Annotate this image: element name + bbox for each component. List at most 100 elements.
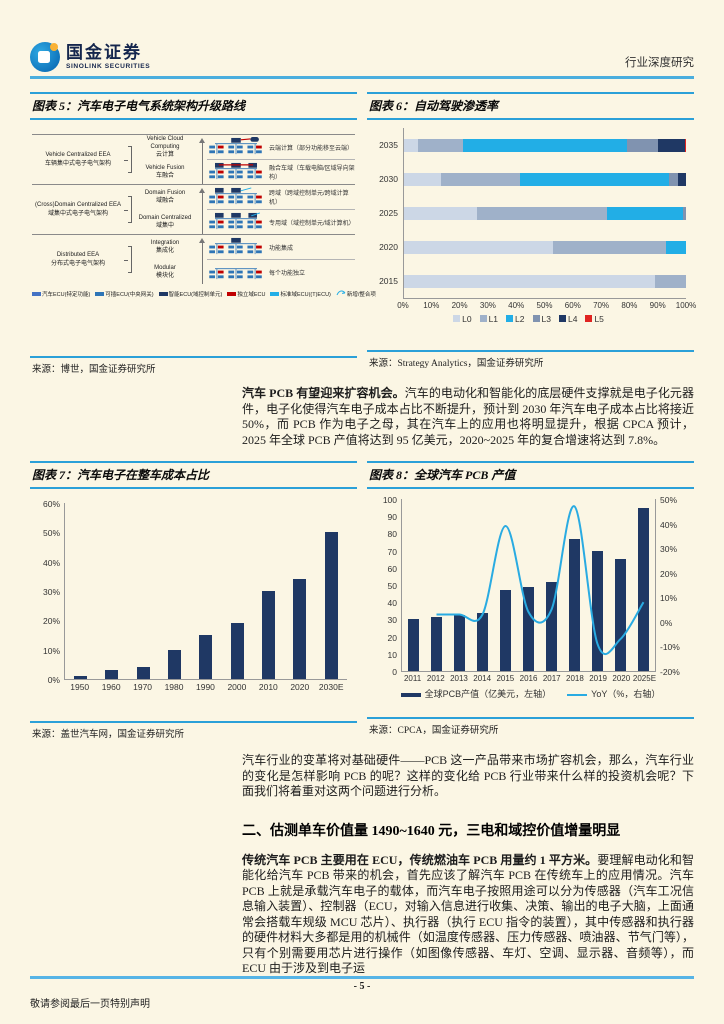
upgrade-arrow-axis [196, 135, 207, 184]
bar-column [563, 539, 586, 671]
x-axis-tick-label: 2012 [426, 674, 445, 683]
eea-stage-desc: 跨域（跨域控制单元/跨域计算机） [269, 191, 349, 206]
bar-column [159, 649, 190, 679]
bar-column [316, 532, 347, 679]
bar-row [404, 264, 686, 298]
left-axis-tick-label: 80 [387, 529, 397, 540]
figure-6-source: 来源：Strategy Analytics，国金证券研究所 [367, 350, 694, 372]
x-axis-tick-label: 90% [649, 301, 666, 310]
eea-diagram-column: 跨域（跨域控制单元/跨域计算机） 专用域（域控制单元/域计算机） [207, 185, 355, 234]
x-axis-tick-label: 50% [536, 301, 553, 310]
right-axis-tick-label: -20% [660, 667, 680, 677]
bar-column [96, 670, 127, 679]
eea-mini-network-diagram [207, 162, 265, 183]
bar [523, 586, 534, 671]
x-axis-tick-label: 10% [423, 301, 440, 310]
eea-group: (Cross)Domain Centralized EEA 域集中式电子电气架构 D… [32, 184, 355, 234]
eea-stage-label: Modular 模块化 [134, 260, 196, 285]
eea-stage-label-cn: 模块化 [155, 272, 174, 279]
x-axis-tick-label: 80% [621, 301, 638, 310]
right-axis-tick-label: 0% [660, 617, 673, 628]
sinolink-logo-icon [30, 42, 60, 72]
bar-segment-L2 [463, 138, 627, 152]
y-axis-tick-label: 20% [42, 616, 60, 627]
eea-stage-label-cn: 域集中 [155, 222, 174, 229]
x-axis-tick-label: 20% [451, 301, 468, 310]
legend-swatch [479, 315, 487, 322]
legend-swatch [532, 315, 540, 322]
disclaimer-text: 敬请参阅最后一页特别声明 [30, 999, 150, 1010]
bar-segment-L4 [677, 172, 686, 186]
stacked-bar [404, 274, 686, 288]
figure-5-diagram: Vehicle Centralized EEA 车辆集中式电子电气架构 Vehicl… [30, 134, 376, 356]
y-axis-tick-label: 60% [42, 499, 60, 509]
figure-8-chart: 0 10 20 30 40 50 60 70 80 90 100 -20% -10% 0% 10% 20% 30… [367, 495, 694, 717]
paragraph-lead: 汽车 PCB 有望迎来扩容机会。 [242, 386, 405, 400]
x-axis-tick-label: 2020 [612, 674, 631, 683]
figure-6-legend: L0 L1 L2 L3 L4 L5 [371, 314, 686, 324]
eea-group: Vehicle Centralized EEA 车辆集中式电子电气架构 Vehicl… [32, 134, 355, 184]
x-axis-tick-label: 60% [564, 301, 581, 310]
bar-segment-L1 [418, 138, 464, 152]
eea-stage-label-en: Modular [154, 264, 176, 271]
left-axis-tick-label: 100 [382, 495, 397, 505]
bar-segment-L5 [684, 138, 686, 152]
eea-mini-network-diagram [207, 237, 265, 258]
figure-6-title: 图表 6：自动驾驶渗透率 [367, 92, 694, 120]
x-axis-tick-label: 2018 [566, 674, 584, 683]
bar [168, 649, 182, 679]
upgrade-arrow-axis [196, 185, 207, 234]
left-axis-tick-label: 60 [387, 563, 397, 574]
footer-divider [30, 976, 694, 979]
bar-layer [402, 499, 655, 671]
figure-5-source: 来源：博世，国金证券研究所 [30, 356, 357, 378]
bar-column [448, 615, 471, 671]
figure-7-source: 来源：盖世汽车网，国金证券研究所 [30, 721, 357, 743]
left-axis-tick-label: 90 [387, 512, 397, 523]
eea-stage-desc: 专用域（域控制单元/域计算机） [269, 220, 355, 227]
brand-text: 国金证券 SINOLINK SECURITIES [66, 44, 150, 70]
x-axis-ticks: 0% 10% 20% 30% 40% 50% 60% 70% 80% 90% 100% [397, 299, 696, 311]
figure-5-legend: 汽车ECU(特定功能) 可插ECU(中央网关) 智能ECU(域控制单元) 独立域ECU… [32, 289, 376, 299]
bar-rows [403, 128, 686, 299]
x-axis-tick-label: 2025E [632, 674, 657, 683]
legend-label: 智能ECU(域控制单元) [168, 292, 223, 298]
bar-segment-L1 [477, 206, 608, 220]
figure-row-1: 图表 5：汽车电子电气系统架构升级路线 Vehicle Centralized … [30, 92, 696, 378]
legend-swatch [558, 315, 566, 322]
left-axis-tick-label: 40 [387, 598, 397, 609]
bar [477, 612, 488, 671]
bar-segment-L1 [553, 240, 667, 254]
brace-connector [124, 235, 134, 284]
curved-arrow-icon [336, 289, 346, 299]
eea-stage-label: Integration 集成化 [134, 235, 196, 260]
page-number: - 5 - [353, 981, 371, 992]
legend-bar-swatch [400, 692, 421, 697]
legend-item: 智能ECU(域控制单元) [158, 290, 223, 298]
logo-square [38, 51, 50, 63]
eea-stage-row: 跨域（跨域控制单元/跨域计算机） [207, 185, 355, 210]
eea-stage-desc: 功能集成 [269, 245, 294, 252]
x-axis-tick-label: 1990 [196, 682, 215, 692]
eea-group: Distributed EEA 分布式电子电气架构 Integration 集成化 Mo… [32, 234, 355, 284]
x-axis-tick-label: 30% [479, 301, 496, 310]
legend-label: 全球PCB产值（亿美元，左轴） [424, 689, 552, 699]
eea-group-label-cn: 分布式电子电气架构 [50, 260, 105, 267]
stacked-bar [404, 138, 686, 152]
eea-stage-column: Integration 集成化 Modular 模块化 [134, 235, 196, 284]
x-axis-tick-label: 1980 [164, 682, 184, 692]
x-axis-tick-label: 70% [593, 301, 610, 310]
brace-connector [124, 135, 134, 184]
legend-item: 可插ECU(中央网关) [95, 290, 154, 298]
figure-6: 图表 6：自动驾驶渗透率 2035 2030 2025 2020 2015 0% 10% 20… [367, 92, 696, 378]
bar-column [284, 579, 315, 679]
paragraph-pcb-opportunity: 汽车 PCB 有望迎来扩容机会。汽车的电动化和智能化的底层硬件支撑就是电子化元器… [242, 386, 694, 448]
x-axis-tick-label: 2015 [496, 674, 515, 683]
y-axis-tick-label: 10% [42, 645, 60, 656]
eea-stage-row: 功能集成 [207, 235, 355, 260]
eea-diagram-column: 功能集成 每个功能独立 [207, 235, 355, 284]
bar-segment-L0 [404, 172, 441, 186]
legend-swatch [453, 315, 461, 322]
eea-mini-network-diagram [207, 212, 265, 233]
